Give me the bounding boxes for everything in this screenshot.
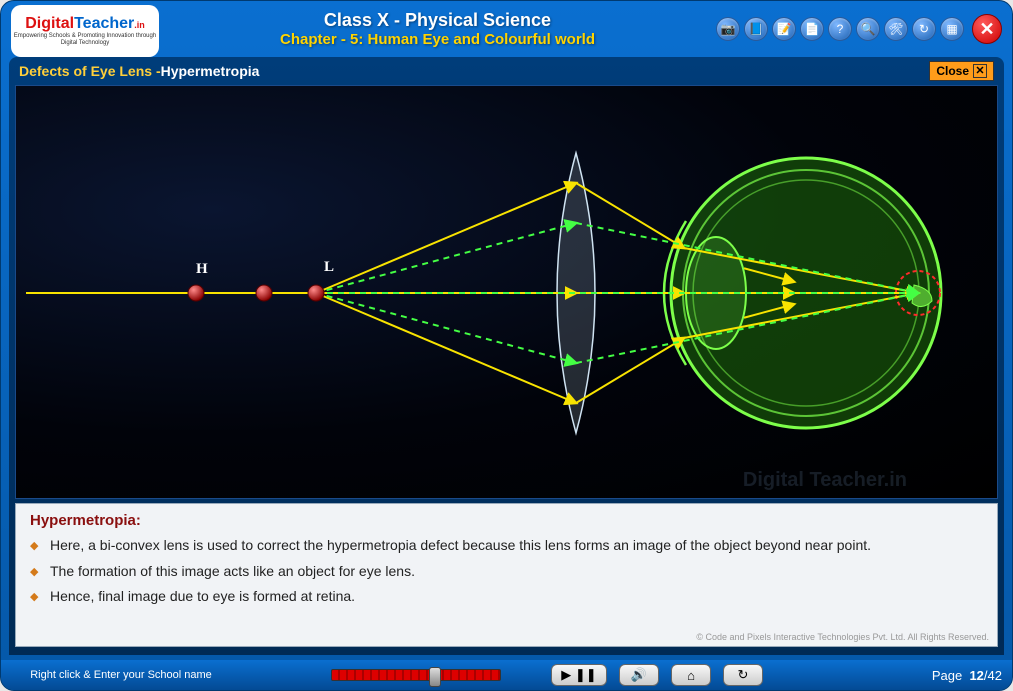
topic-name: Hypermetropia	[161, 63, 260, 79]
logo-word-2: Teacher	[74, 15, 134, 32]
chapter-title: Chapter - 5: Human Eye and Colourful wor…	[159, 31, 716, 48]
tools-icon[interactable]: 🛠	[884, 17, 908, 41]
class-title: Class X - Physical Science	[159, 10, 716, 31]
progress-bar[interactable]	[331, 669, 501, 681]
refresh-icon[interactable]: ↻	[912, 17, 936, 41]
page-indicator: Page 12/42	[932, 668, 1002, 683]
logo-tld: .in	[134, 20, 145, 30]
description-heading: Hypermetropia:	[30, 512, 983, 529]
optics-diagram: HL	[16, 86, 998, 499]
book-icon[interactable]: 📘	[744, 17, 768, 41]
page-current: 12	[969, 668, 983, 683]
diagram-canvas: HL Digital Teacher.in	[15, 85, 998, 499]
slide-close-button[interactable]: Close ✕	[929, 61, 994, 81]
reload-button[interactable]: ↻	[723, 664, 763, 686]
svg-text:H: H	[196, 261, 208, 277]
playback-controls: ▶ ❚❚ 🔊 ⌂ ↻	[551, 664, 763, 686]
close-icon: ✕	[973, 64, 987, 78]
logo-word-1: Digital	[25, 15, 74, 32]
app-frame: DigitalTeacher.in Empowering Schools & P…	[0, 0, 1013, 691]
footer: Right click & Enter your School name ▶ ❚…	[1, 660, 1012, 690]
search-icon[interactable]: 🔍	[856, 17, 880, 41]
home-button[interactable]: ⌂	[671, 664, 711, 686]
toolbar: 📷 📘 📝 📄 ? 🔍 🛠 ↻ ▦	[716, 17, 964, 41]
page-total: 42	[988, 668, 1002, 683]
page-label: Page	[932, 668, 962, 683]
logo: DigitalTeacher.in Empowering Schools & P…	[11, 5, 159, 57]
copyright-text: © Code and Pixels Interactive Technologi…	[696, 632, 989, 642]
bullet-item: Hence, final image due to eye is formed …	[30, 586, 983, 608]
header: DigitalTeacher.in Empowering Schools & P…	[1, 1, 1012, 57]
topic-bar: Defects of Eye Lens - Hypermetropia Clos…	[9, 57, 1004, 85]
topic-prefix: Defects of Eye Lens -	[19, 63, 161, 79]
description-panel: Hypermetropia: Here, a bi-convex lens is…	[15, 503, 998, 647]
header-titles: Class X - Physical Science Chapter - 5: …	[159, 10, 716, 48]
logo-brand: DigitalTeacher.in	[25, 15, 145, 33]
page-icon[interactable]: 📄	[800, 17, 824, 41]
sound-button[interactable]: 🔊	[619, 664, 659, 686]
watermark: Digital Teacher.in	[743, 469, 907, 492]
play-pause-button[interactable]: ▶ ❚❚	[551, 664, 607, 686]
description-list: Here, a bi-convex lens is used to correc…	[30, 535, 983, 608]
slide-close-label: Close	[936, 64, 969, 78]
note-icon[interactable]: 📝	[772, 17, 796, 41]
app-close-button[interactable]: ✕	[972, 14, 1002, 44]
logo-tagline: Empowering Schools & Promoting Innovatio…	[11, 33, 159, 46]
help-icon[interactable]: ?	[828, 17, 852, 41]
bullet-item: Here, a bi-convex lens is used to correc…	[30, 535, 983, 557]
camera-icon[interactable]: 📷	[716, 17, 740, 41]
progress-slider[interactable]	[331, 669, 501, 681]
bullet-item: The formation of this image acts like an…	[30, 561, 983, 583]
svg-text:L: L	[324, 259, 334, 275]
content-area: Defects of Eye Lens - Hypermetropia Clos…	[9, 57, 1004, 655]
school-name-hint[interactable]: Right click & Enter your School name	[11, 669, 231, 681]
apps-icon[interactable]: ▦	[940, 17, 964, 41]
